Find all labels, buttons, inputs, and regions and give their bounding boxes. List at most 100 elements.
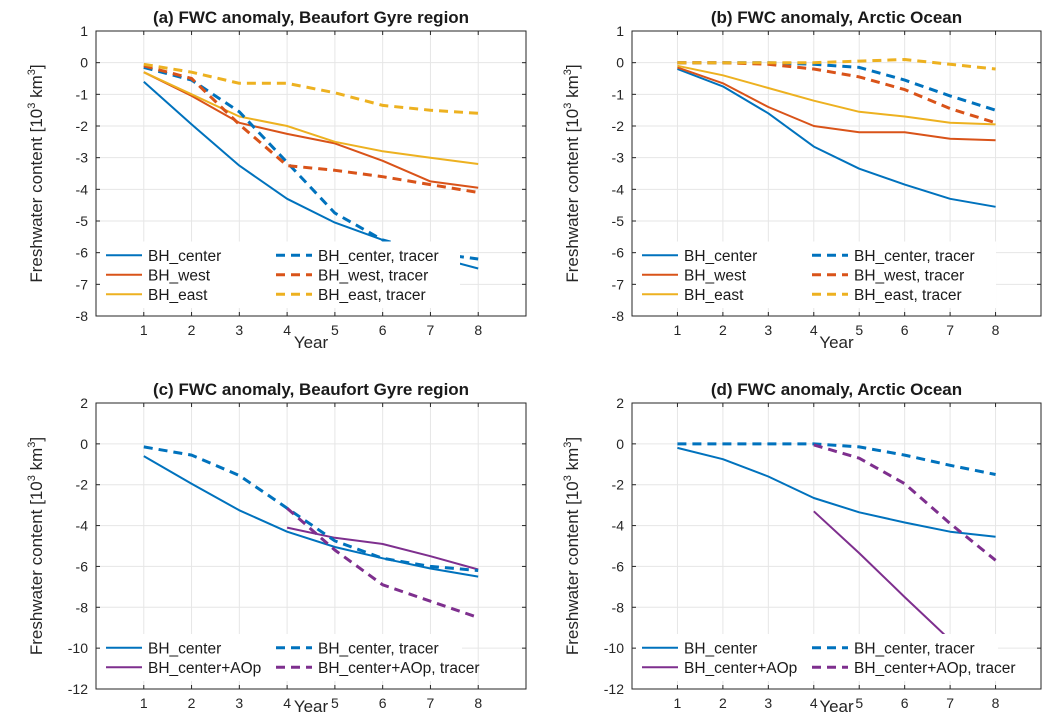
y-tick-label: -8 — [76, 308, 89, 324]
series-line-bh-center-aop — [286, 526, 479, 571]
legend-label: BH_east, tracer — [318, 287, 426, 304]
y-tick-label: -3 — [612, 150, 625, 166]
series-line-bh-center — [677, 68, 996, 208]
x-tick-label: 7 — [946, 322, 954, 338]
y-axis-label: Freshwater content [103 km3] — [562, 64, 582, 282]
x-tick-label: 7 — [946, 695, 954, 711]
y-tick-label: -4 — [612, 181, 625, 197]
legend-label: BH_east — [148, 287, 208, 304]
x-tick-label: 5 — [855, 695, 863, 711]
x-axis-label: Year — [294, 697, 329, 716]
y-tick-label: -5 — [76, 213, 89, 229]
legend-label: BH_east, tracer — [854, 287, 962, 304]
y-tick-label: -2 — [612, 118, 625, 134]
y-tick-label: -4 — [612, 518, 625, 534]
series-line-bh-east — [143, 71, 479, 165]
y-tick-label: -8 — [76, 599, 89, 615]
y-tick-label: -1 — [76, 86, 89, 102]
x-axis-label: Year — [819, 333, 854, 352]
y-tick-label: -8 — [612, 599, 625, 615]
x-tick-label: 2 — [719, 695, 727, 711]
x-tick-label: 5 — [331, 322, 339, 338]
series-line-bh-center-tracer — [143, 445, 479, 572]
x-tick-label: 5 — [855, 322, 863, 338]
x-tick-label: 8 — [992, 322, 1000, 338]
legend-label: BH_west, tracer — [318, 267, 428, 284]
panel-d: 1 2 3 4 5 6 7 8 -12 -10 -8 -6 -4 -2 0 2 (d) FWC anomaly,… — [562, 380, 1042, 716]
y-tick-label: -4 — [76, 181, 89, 197]
x-tick-label: 6 — [379, 695, 387, 711]
panel-b: 1 2 3 4 5 6 7 8 -8 -7 -6 -5 -4 -3 -2 -1 0 1 (b) FWC anomal… — [562, 8, 1042, 352]
y-tick-label: 2 — [616, 395, 624, 411]
series-line-bh-center-tracer — [143, 65, 479, 261]
chart-title: (d) FWC anomaly, Arctic Ocean — [711, 380, 962, 399]
y-tick-label: 2 — [80, 395, 88, 411]
x-tick-label: 5 — [331, 695, 339, 711]
x-tick-label: 2 — [188, 695, 196, 711]
series-line-bh-center — [677, 446, 996, 538]
x-tick-label: 3 — [764, 322, 772, 338]
x-axis-label: Year — [819, 697, 854, 716]
x-tick-label: 3 — [764, 695, 772, 711]
y-tick-label: 1 — [616, 23, 624, 39]
x-axis-label: Year — [294, 333, 329, 352]
x-tick-label: 4 — [283, 322, 291, 338]
chart-title: (a) FWC anomaly, Beaufort Gyre region — [153, 8, 469, 27]
x-tick-label: 1 — [140, 695, 148, 711]
legend-box — [636, 634, 998, 681]
axes-box — [95, 30, 527, 317]
legend-label: BH_west — [148, 267, 211, 284]
legend-label: BH_center, tracer — [318, 640, 439, 657]
series-line-bh-center — [143, 455, 479, 578]
x-tick-label: 8 — [992, 695, 1000, 711]
legend-label: BH_center+AOp — [148, 660, 261, 677]
x-tick-label: 6 — [379, 322, 387, 338]
y-tick-label: -12 — [604, 681, 624, 697]
legend-label: BH_west, tracer — [854, 267, 964, 284]
y-axis-label: Freshwater content [103 km3] — [26, 64, 46, 282]
y-axis-label: Freshwater content [103 km3] — [562, 437, 582, 655]
y-tick-label: -8 — [612, 308, 625, 324]
legend: BH_center BH_center+AOp BH_center, tracer B… — [100, 634, 480, 681]
x-tick-label: 1 — [674, 695, 682, 711]
x-tick-label: 2 — [719, 322, 727, 338]
panel-a: 1 2 3 4 5 6 7 8 -8 -7 -6 -5 -4 -3 -2 -1 0 1 (a) FWC anomal… — [26, 8, 527, 352]
legend-label: BH_center, tracer — [318, 248, 439, 265]
y-tick-label: -2 — [76, 118, 89, 134]
x-tick-label: 8 — [474, 695, 482, 711]
legend-label: BH_center+AOp — [684, 660, 797, 677]
y-tick-label: 0 — [80, 55, 88, 71]
y-tick-label: -10 — [68, 640, 88, 656]
series-line-bh-center-tracer — [677, 442, 996, 476]
series-line-bh-west-tracer — [143, 64, 479, 194]
x-tick-label: 3 — [235, 695, 243, 711]
y-tick-label: -10 — [604, 640, 624, 656]
y-tick-label: 0 — [80, 436, 88, 452]
legend-label: BH_center, tracer — [854, 248, 975, 265]
x-tick-label: 4 — [810, 695, 818, 711]
series-line-bh-east-tracer — [677, 58, 996, 71]
chart-title: (c) FWC anomaly, Beaufort Gyre region — [153, 380, 469, 399]
x-tick-label: 6 — [901, 322, 909, 338]
y-tick-label: -7 — [612, 276, 625, 292]
legend: BH_center BH_center+AOp BH_center, tracer B… — [636, 634, 1016, 681]
x-tick-label: 1 — [140, 322, 148, 338]
y-tick-label: -5 — [612, 213, 625, 229]
x-tick-label: 7 — [427, 322, 435, 338]
legend-label: BH_center — [148, 640, 221, 657]
y-tick-label: -1 — [612, 86, 625, 102]
y-tick-label: -4 — [76, 518, 89, 534]
x-tick-label: 4 — [283, 695, 291, 711]
series-line-bh-center-aop-tracer — [813, 443, 997, 562]
legend-label: BH_center+AOp, tracer — [854, 660, 1016, 677]
series-line-bh-east-tracer — [143, 62, 479, 115]
legend-label: BH_center — [684, 248, 757, 265]
y-tick-label: -7 — [76, 276, 89, 292]
y-tick-label: -6 — [76, 245, 89, 261]
legend-label: BH_east — [684, 287, 744, 304]
legend: BH_center BH_west BH_east BH_center, tracer… — [100, 241, 460, 308]
x-tick-label: 1 — [674, 322, 682, 338]
y-tick-label: -6 — [76, 558, 89, 574]
series-line-bh-center-aop-tracer — [286, 507, 479, 619]
